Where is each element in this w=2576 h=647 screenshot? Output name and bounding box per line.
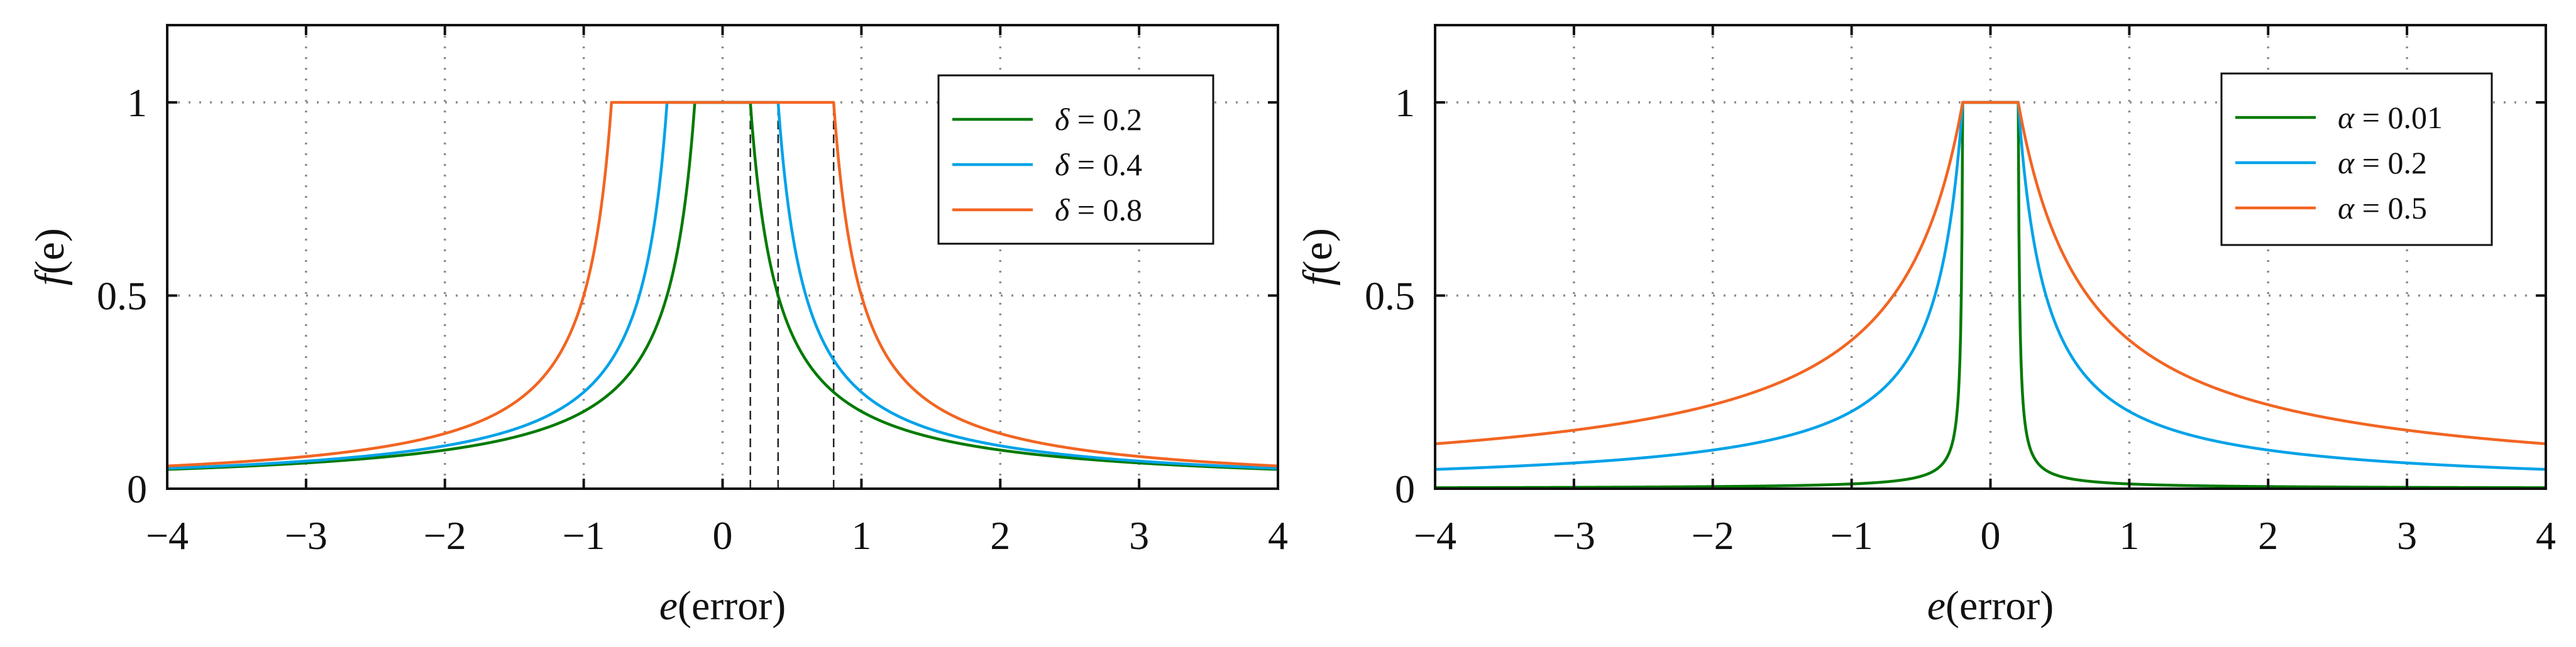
- legend-entry-2: δ = 0.4: [1055, 147, 1142, 182]
- legend-value: = 0.4: [1069, 147, 1142, 182]
- x-tick-label: −1: [563, 513, 605, 558]
- x-tick-label: −3: [1553, 513, 1595, 558]
- legend-value: = 0.2: [1069, 102, 1142, 137]
- y-tick-label: 1: [1395, 80, 1415, 125]
- x-tick-label: −2: [1692, 513, 1734, 558]
- x-tick-label: −3: [285, 513, 328, 558]
- x-tick-label: 0: [1981, 513, 2001, 558]
- y-axis-label: f(e): [1295, 228, 1341, 286]
- x-tick-label: 3: [1129, 513, 1149, 558]
- x-tick-label: 2: [990, 513, 1010, 558]
- right-chart-panel: −4 −3 −2 −1 0 1 2 3 400.51e(error)f(e)α = 0.01α …: [1295, 24, 2556, 629]
- legend-entry-1: δ = 0.2: [1055, 102, 1142, 137]
- x-axis-label: e(error): [1927, 583, 2054, 629]
- legend-value: = 0.2: [2354, 145, 2427, 180]
- y-tick-label: 0.5: [1365, 274, 1415, 318]
- x-axis-label-var: e: [1927, 583, 1946, 629]
- x-tick-label: −4: [1414, 513, 1456, 558]
- x-tick-label: 4: [2536, 513, 2556, 558]
- legend-symbol: δ: [1055, 192, 1070, 227]
- y-axis-label-rest: (e): [1295, 228, 1341, 274]
- legend-entry-3: α = 0.5: [2338, 190, 2427, 226]
- legend-symbol: α: [2338, 100, 2355, 135]
- legend: α = 0.01α = 0.2α = 0.5: [2220, 72, 2493, 246]
- x-tick-label: 3: [2397, 513, 2417, 558]
- legend-entry-2: α = 0.2: [2338, 145, 2427, 180]
- legend-symbol: δ: [1055, 102, 1070, 137]
- legend-value: = 0.01: [2354, 100, 2443, 135]
- y-axis-label-rest: (e): [27, 228, 73, 274]
- x-axis-label: e(error): [659, 583, 786, 629]
- y-axis-label: f(e): [27, 228, 73, 286]
- legend-value: = 0.8: [1069, 192, 1142, 227]
- y-tick-label: 0: [127, 467, 147, 511]
- x-tick-label: 1: [2119, 513, 2139, 558]
- x-tick-label: −2: [424, 513, 466, 558]
- legend-box: [2220, 72, 2493, 246]
- legend: δ = 0.2δ = 0.4δ = 0.8: [937, 74, 1214, 245]
- legend-entry-1: α = 0.01: [2338, 100, 2443, 135]
- x-tick-label: 1: [851, 513, 871, 558]
- x-axis-label-var: e: [659, 583, 678, 629]
- x-tick-label: 0: [713, 513, 733, 558]
- x-tick-label: −4: [146, 513, 189, 558]
- left-chart-panel: −4 −3 −2 −1 0 1 2 3 400.51e(error)f(e)δ = 0.2δ =…: [27, 24, 1288, 629]
- y-tick-label: 0.5: [97, 274, 147, 318]
- legend-symbol: α: [2338, 190, 2355, 226]
- legend-box: [937, 74, 1214, 245]
- x-axis-label-rest: (error): [1946, 583, 2054, 629]
- x-axis-label-rest: (error): [678, 583, 786, 629]
- y-tick-label: 0: [1395, 467, 1415, 511]
- series-line-3: [166, 101, 1279, 468]
- series-line-3: [1434, 101, 2547, 445]
- legend-symbol: α: [2338, 145, 2355, 180]
- legend-entry-3: δ = 0.8: [1055, 192, 1142, 227]
- x-tick-label: 4: [1268, 513, 1288, 558]
- y-tick-label: 1: [127, 80, 147, 125]
- x-tick-label: −1: [1830, 513, 1873, 558]
- legend-symbol: δ: [1055, 147, 1070, 182]
- x-tick-label: 2: [2258, 513, 2278, 558]
- legend-value: = 0.5: [2354, 190, 2427, 226]
